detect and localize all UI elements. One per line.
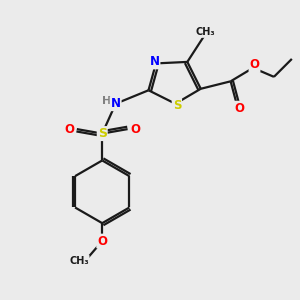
Text: N: N <box>149 56 160 68</box>
Text: CH₃: CH₃ <box>195 27 215 37</box>
Text: O: O <box>235 102 244 115</box>
Text: O: O <box>97 235 107 248</box>
Text: S: S <box>98 127 107 140</box>
Text: N: N <box>111 97 121 110</box>
Text: O: O <box>130 123 140 136</box>
Text: O: O <box>250 58 260 71</box>
Text: H: H <box>102 96 111 106</box>
Text: CH₃: CH₃ <box>69 256 89 266</box>
Text: S: S <box>172 99 181 112</box>
Text: O: O <box>64 123 74 136</box>
